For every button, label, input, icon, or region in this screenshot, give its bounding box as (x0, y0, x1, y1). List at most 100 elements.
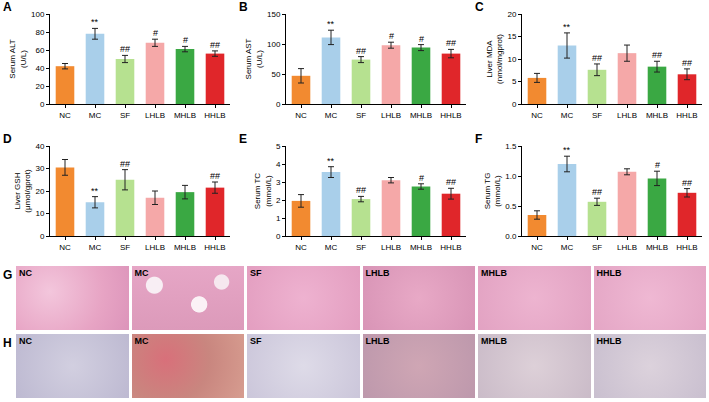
svg-text:##: ## (682, 58, 692, 68)
svg-text:##: ## (446, 38, 456, 48)
svg-text:10: 10 (35, 209, 44, 218)
svg-text:20: 20 (35, 82, 44, 91)
svg-text:##: ## (592, 53, 602, 63)
svg-text:##: ## (210, 40, 220, 50)
svg-text:2: 2 (276, 196, 281, 205)
svg-text:MHLB: MHLB (410, 243, 432, 252)
svg-text:#: # (419, 173, 424, 183)
svg-text:LHLB: LHLB (617, 111, 637, 120)
svg-text:NC: NC (295, 111, 307, 120)
svg-text:Serum ALT(U/L): Serum ALT(U/L) (8, 39, 27, 79)
svg-text:MHLB: MHLB (410, 111, 432, 120)
svg-text:##: ## (210, 171, 220, 181)
svg-text:HHLB: HHLB (204, 111, 225, 120)
svg-text:##: ## (356, 185, 366, 195)
svg-text:50: 50 (271, 70, 280, 79)
svg-text:#: # (655, 160, 660, 170)
svg-text:5: 5 (276, 142, 281, 151)
svg-text:NC: NC (531, 243, 543, 252)
svg-text:#: # (389, 31, 394, 41)
svg-text:Serum TG(mmol/L): Serum TG(mmol/L) (483, 173, 502, 210)
svg-text:150: 150 (267, 10, 281, 19)
svg-text:##: ## (120, 159, 130, 169)
svg-text:##: ## (652, 50, 662, 60)
svg-text:**: ** (91, 17, 99, 27)
html-text:NC: NC (19, 268, 32, 278)
svg-text:NC: NC (59, 111, 71, 120)
svg-text:MC: MC (561, 243, 574, 252)
svg-text:1.5: 1.5 (505, 142, 517, 151)
svg-text:SF: SF (120, 243, 130, 252)
svg-text:NC: NC (59, 243, 71, 252)
svg-text:Liver MDA(nmol/mgprot): Liver MDA(nmol/mgprot) (485, 34, 504, 84)
svg-text:100: 100 (31, 10, 45, 19)
svg-text:Liver GSH(μmol/gprot): Liver GSH(μmol/gprot) (13, 169, 32, 213)
svg-text:LHLB: LHLB (617, 243, 637, 252)
svg-text:5: 5 (512, 77, 517, 86)
svg-text:40: 40 (35, 142, 44, 151)
svg-text:##: ## (120, 44, 130, 54)
svg-text:HHLB: HHLB (440, 243, 461, 252)
svg-text:MC: MC (325, 111, 338, 120)
svg-text:**: ** (563, 22, 571, 32)
svg-text:MHLB: MHLB (174, 243, 196, 252)
svg-text:MHLB: MHLB (174, 111, 196, 120)
svg-text:LHLB: LHLB (145, 111, 165, 120)
svg-text:MHLB: MHLB (646, 111, 668, 120)
svg-text:0: 0 (276, 232, 281, 241)
svg-text:HHLB: HHLB (204, 243, 225, 252)
svg-text:MC: MC (89, 243, 102, 252)
svg-text:SF: SF (356, 243, 366, 252)
svg-text:SF: SF (592, 243, 602, 252)
svg-text:HHLB: HHLB (440, 111, 461, 120)
svg-text:20: 20 (507, 10, 516, 19)
svg-text:##: ## (592, 187, 602, 197)
html-text:MC: MC (134, 268, 149, 278)
svg-text:SF: SF (592, 111, 602, 120)
svg-text:80: 80 (35, 28, 44, 37)
svg-text:LHLB: LHLB (381, 243, 401, 252)
svg-text:Serum TC(mmol/L): Serum TC(mmol/L) (253, 173, 272, 210)
svg-text:100: 100 (267, 40, 281, 49)
svg-text:LHLB: LHLB (145, 243, 165, 252)
svg-text:Serum AST(U/L): Serum AST(U/L) (244, 38, 263, 79)
svg-text:60: 60 (35, 46, 44, 55)
svg-text:MHLB: MHLB (646, 243, 668, 252)
svg-text:3: 3 (276, 178, 281, 187)
svg-text:**: ** (563, 145, 571, 155)
svg-text:MC: MC (325, 243, 338, 252)
html-text:G: G (3, 268, 13, 282)
svg-text:10: 10 (507, 55, 516, 64)
svg-text:#: # (153, 28, 158, 38)
svg-text:0: 0 (512, 100, 517, 109)
svg-text:HHLB: HHLB (676, 111, 697, 120)
svg-text:LHLB: LHLB (381, 111, 401, 120)
svg-text:NC: NC (531, 111, 543, 120)
svg-text:0: 0 (40, 100, 45, 109)
svg-text:##: ## (446, 177, 456, 187)
svg-text:0.5: 0.5 (505, 202, 517, 211)
svg-text:NC: NC (295, 243, 307, 252)
svg-text:HHLB: HHLB (676, 243, 697, 252)
svg-text:SF: SF (120, 111, 130, 120)
svg-text:0: 0 (40, 232, 45, 241)
svg-text:1: 1 (276, 214, 281, 223)
svg-text:#: # (183, 35, 188, 45)
svg-text:40: 40 (35, 64, 44, 73)
svg-text:0: 0 (276, 100, 281, 109)
svg-text:0.0: 0.0 (505, 232, 517, 241)
svg-text:30: 30 (35, 164, 44, 173)
svg-text:##: ## (682, 178, 692, 188)
svg-text:**: ** (91, 186, 99, 196)
svg-text:1.0: 1.0 (505, 172, 517, 181)
svg-text:MC: MC (89, 111, 102, 120)
svg-text:15: 15 (507, 32, 516, 41)
svg-text:MC: MC (561, 111, 574, 120)
svg-text:20: 20 (35, 187, 44, 196)
svg-text:##: ## (356, 46, 366, 56)
svg-text:**: ** (327, 156, 335, 166)
svg-text:4: 4 (276, 160, 281, 169)
svg-text:SF: SF (356, 111, 366, 120)
svg-text:#: # (419, 34, 424, 44)
svg-text:**: ** (327, 19, 335, 29)
